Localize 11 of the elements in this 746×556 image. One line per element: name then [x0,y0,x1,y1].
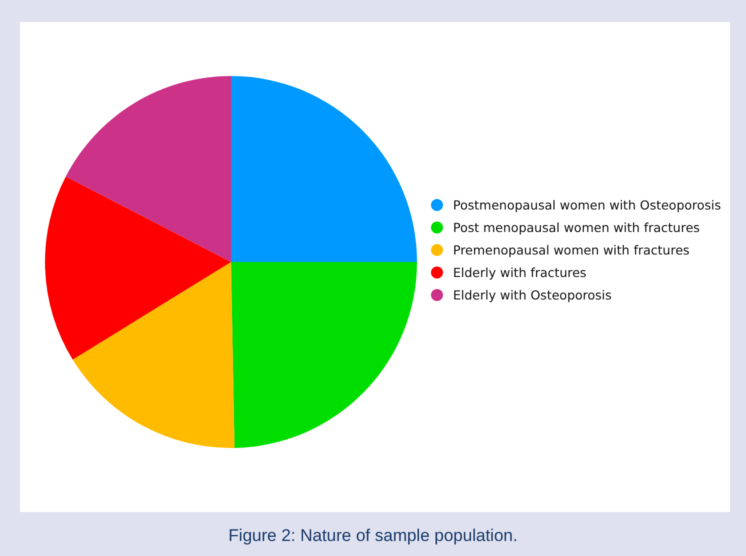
legend-label: Post menopausal women with fractures [453,220,700,235]
pie-slice [72,262,235,448]
pie-slice [231,76,417,262]
legend-label: Elderly with fractures [453,265,586,280]
text: Figure 2: Nature of sample population. [228,526,518,545]
legend-label: Postmenopausal women with Osteoporosis [453,198,722,212]
pie-slice [66,76,231,262]
pie-slice [45,176,231,360]
pie-slice [231,262,417,448]
legend-label: Premenopausal women with fractures [453,242,690,258]
legend-label: Elderly with Osteoporosis [453,288,612,302]
